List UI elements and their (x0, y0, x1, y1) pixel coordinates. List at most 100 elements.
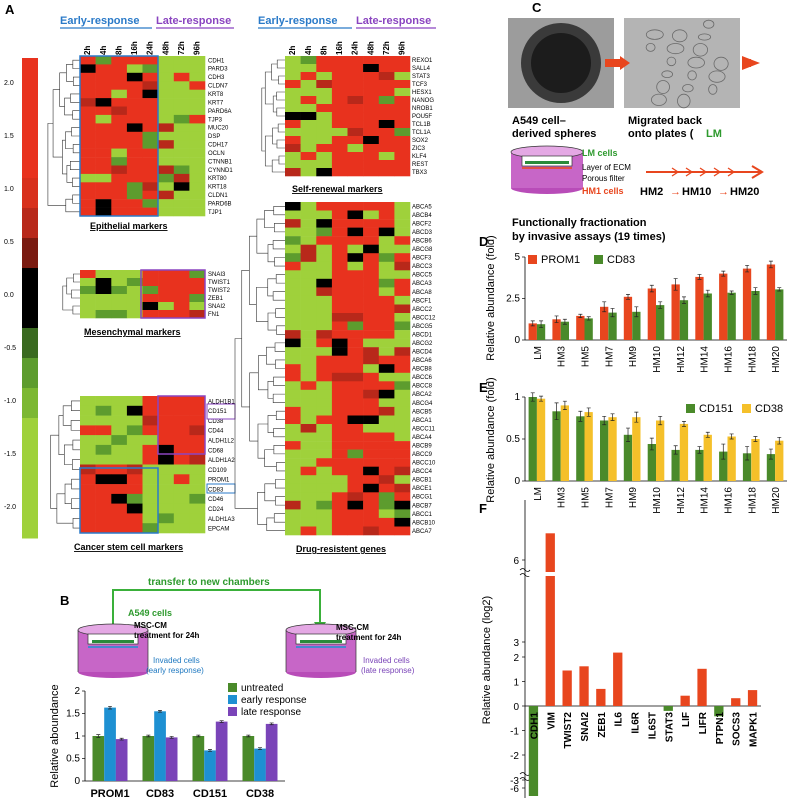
heat-cell (300, 96, 317, 105)
category-label: HM16 (723, 346, 734, 373)
error-bar (108, 705, 112, 710)
gene-label: ABCC6 (412, 375, 433, 381)
gene-label: ABCC1 (412, 512, 433, 518)
heat-cell (95, 131, 112, 141)
heat-cell (189, 474, 206, 485)
y-tick-label: 2.5 (506, 294, 520, 305)
heat-cell (316, 236, 333, 245)
dendrogram-branch (249, 372, 259, 442)
dendrogram-branch (276, 139, 285, 149)
heat-cell (394, 96, 411, 105)
dendrogram-branch (266, 346, 276, 365)
heat-cell (80, 294, 96, 303)
y-tick-label: 0.5 (66, 754, 80, 765)
heat-cell (158, 199, 174, 208)
gene-label: ABCF3 (412, 256, 432, 262)
heat-cell (363, 347, 379, 356)
y-tick-label: 0 (513, 702, 519, 713)
heat-cell (189, 81, 206, 90)
hm1-label: HM1 cells (582, 186, 624, 196)
heat-cell (300, 475, 317, 484)
heat-cell (158, 270, 174, 279)
heat-cell (142, 56, 159, 65)
bar-cd83 (727, 292, 736, 340)
heat-cell (126, 464, 143, 475)
heat-cell (285, 424, 301, 433)
heat-cell (347, 526, 364, 536)
bar-untreated (242, 736, 255, 781)
fraction-arrow (646, 165, 764, 179)
heat-cell (363, 458, 379, 467)
bar (747, 690, 758, 706)
heat-cell (285, 88, 301, 97)
heat-cell (394, 168, 411, 177)
heat-cell (378, 236, 395, 245)
heat-cell (142, 464, 159, 475)
heat-cell (331, 483, 348, 493)
heat-cell (189, 484, 206, 495)
heat-cell (300, 338, 317, 348)
migrated-cell (677, 93, 691, 109)
axis-break-top (519, 568, 531, 577)
gene-label: ALDH1A3 (208, 517, 235, 523)
heat-cell (285, 381, 301, 391)
panel-f-chart: F -6-3 -2 -1 0 1 2 3 6 CDH1 VIM TWIST2 SNAI2 ZEB1 IL6 I… (479, 500, 761, 798)
migrated-cell (687, 56, 705, 69)
dendrogram-branch (257, 423, 268, 459)
heat-cell (300, 321, 317, 331)
ecm-label: Layer of ECM (582, 163, 631, 172)
time-label: 16h (130, 41, 139, 55)
heat-cell (111, 396, 128, 407)
heat-cell (285, 338, 301, 348)
bar-late-response (165, 737, 178, 781)
colorbar-tick: -1.5 (4, 451, 16, 458)
sphere-caption: A549 cell– (512, 115, 566, 127)
heat-cell (95, 140, 112, 149)
heat-cell (394, 424, 411, 433)
time-label: 4h (304, 46, 313, 55)
invaded-early-2: (early response) (146, 666, 204, 675)
gene-label: FN1 (208, 312, 220, 318)
gene-label: REST (412, 162, 428, 168)
gene-label: NROB1 (412, 106, 433, 112)
heat-cell (126, 435, 143, 446)
heat-cell (285, 330, 301, 339)
heat-cell (300, 160, 317, 169)
heat-cell (394, 389, 411, 399)
heat-cell (285, 466, 301, 476)
heat-cell (95, 415, 112, 426)
heat-cell (300, 210, 317, 220)
heat-cell (394, 492, 411, 502)
dendrogram-branch (71, 478, 80, 490)
heat-cell (363, 475, 379, 484)
heat-cell (316, 253, 333, 262)
heat-cell (347, 415, 364, 425)
error-bar (634, 411, 639, 423)
heat-cell (158, 286, 174, 295)
error-bar (554, 315, 559, 323)
heat-cell (394, 128, 411, 137)
y-tick-label: 1.5 (66, 709, 80, 720)
dendrogram-branch (72, 459, 80, 470)
heat-cell (142, 123, 159, 133)
heat-cell (300, 202, 317, 211)
heat-cell (173, 484, 190, 495)
heat-cell (316, 526, 333, 536)
heat-cell (363, 406, 379, 416)
heat-cell (158, 106, 174, 116)
heat-cell (394, 449, 411, 459)
error-bar (554, 402, 559, 421)
heat-cell (285, 227, 301, 237)
heat-cell (347, 120, 364, 129)
heat-cell (331, 364, 348, 373)
gene-label: ABCC5 (412, 273, 433, 279)
heat-cell (189, 199, 206, 208)
heat-cell (331, 398, 348, 408)
heat-cell (142, 444, 159, 455)
heat-cell (189, 405, 206, 416)
heat-cell (80, 286, 96, 295)
gene-label: ABCG2 (412, 341, 433, 347)
heat-cell (80, 474, 96, 485)
heat-cell (80, 64, 96, 74)
